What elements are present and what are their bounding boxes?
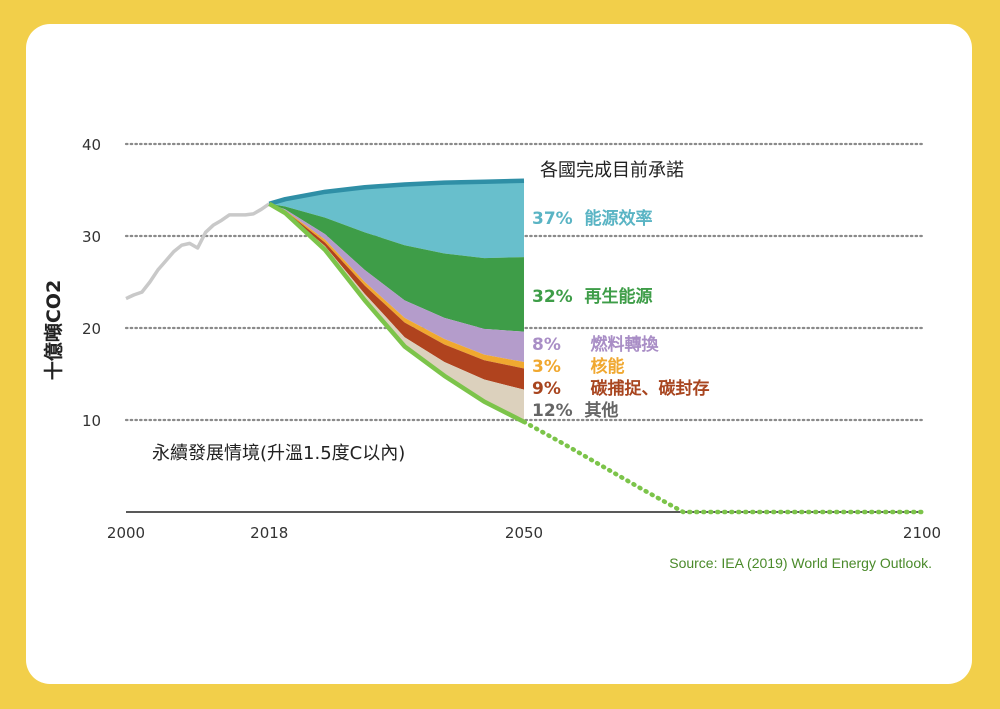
- historical-line: [125, 202, 271, 301]
- y-tick-label: 20: [82, 320, 101, 338]
- y-tick-label: 10: [82, 412, 101, 430]
- wedge-label: 9% 碳捕捉、碳封存: [532, 378, 709, 399]
- chart-text: 十億噸CO2 各國完成目前承諾 永續發展情境(升溫1.5度C以內) Source…: [42, 160, 932, 571]
- wedge-再生能源: [269, 203, 524, 332]
- pledges-line: [268, 178, 525, 206]
- pledges-annotation: 各國完成目前承諾: [540, 160, 684, 181]
- x-tick-label: 2018: [250, 524, 288, 542]
- x-tick-label: 2050: [505, 524, 543, 542]
- y-axis-label: 十億噸CO2: [42, 280, 65, 380]
- x-tick-label: 2000: [107, 524, 145, 542]
- axis-ticks: 10 20 30 40 2000 2018 2050 2100: [82, 136, 941, 542]
- wedge-碳捕捉、碳封存: [269, 203, 524, 390]
- wedge-areas: [269, 180, 524, 422]
- series-lines: [125, 178, 925, 515]
- x-tick-label: 2100: [903, 524, 941, 542]
- y-tick-label: 40: [82, 136, 101, 154]
- wedge-能源效率: [269, 180, 524, 259]
- wedge-label: 32% 再生能源: [532, 286, 653, 307]
- sustainable-line: [268, 201, 526, 424]
- wedge-label: 8% 燃料轉換: [532, 334, 659, 355]
- wedge-label: 12% 其他: [532, 400, 619, 421]
- sustainable-annotation: 永續發展情境(升溫1.5度C以內): [152, 443, 405, 464]
- source-note: Source: IEA (2019) World Energy Outlook.: [669, 555, 932, 571]
- wedge-label: 3% 核能: [532, 356, 624, 377]
- wedge-燃料轉換: [269, 203, 524, 363]
- sustainable-projection-line: [521, 419, 925, 515]
- wedge-label: 37% 能源效率: [532, 208, 653, 229]
- y-tick-label: 30: [82, 228, 101, 246]
